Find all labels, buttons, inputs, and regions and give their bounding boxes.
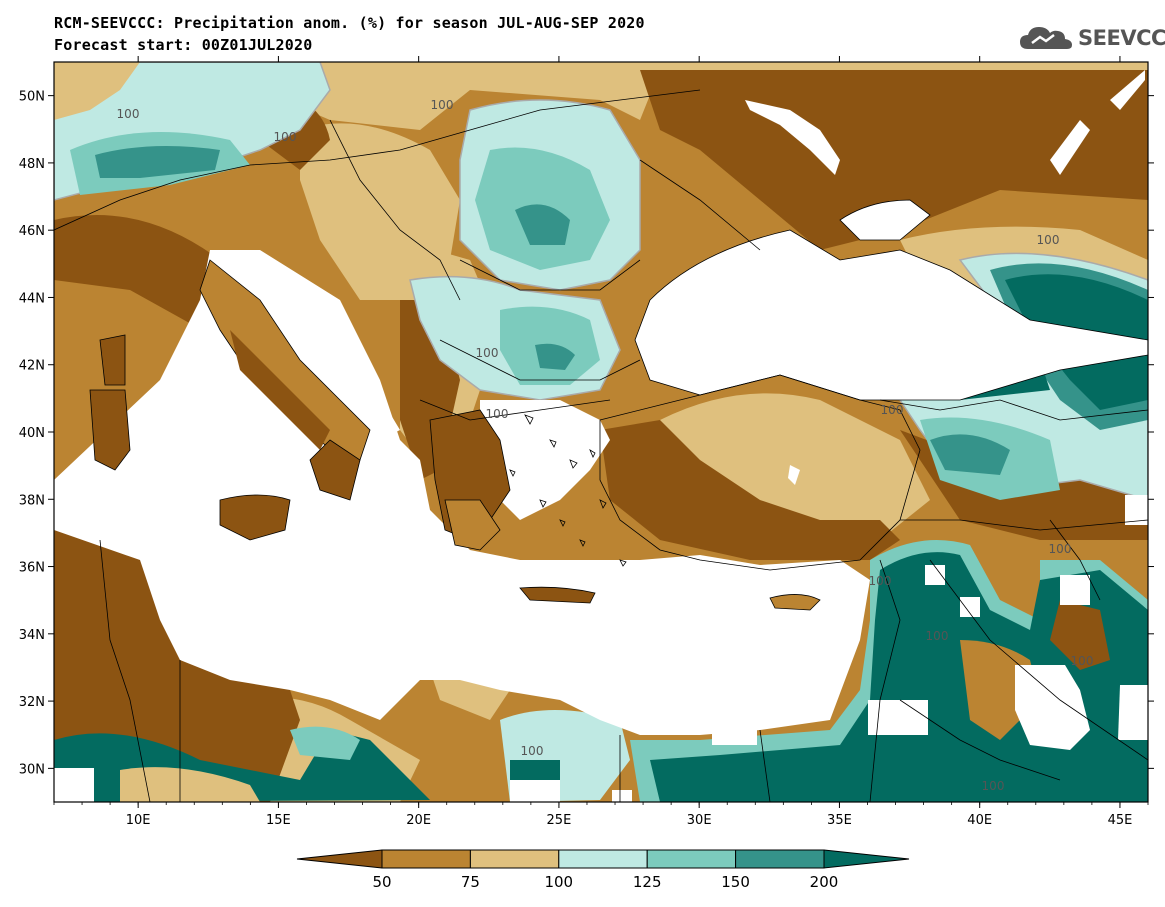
contour-label: 100 [431,98,454,112]
zone-150-200 [95,146,220,178]
seevccc-logo: SEEVCCC [1018,22,1165,54]
lat-tick-label: 34N [19,628,45,643]
forecast-start-label: Forecast start: 00Z01JUL2020 [54,36,313,54]
zone-gt200 [650,552,1148,802]
lat-tick-label: 40N [19,426,45,441]
lat-tick-label: 44N [19,291,45,306]
contour-label: 100 [926,629,949,643]
colorbar-segment [558,849,648,869]
zone-75-100 [54,62,1148,130]
contour-label: 100 [521,744,544,758]
colorbar-label: 125 [633,873,662,891]
no-data-patch [54,768,94,802]
no-data-patch [612,790,632,802]
lon-tick-label: 10E [126,813,151,828]
cloud-logo-icon [1020,27,1072,49]
corsica [99,334,126,386]
colorbar-segment [469,849,560,869]
no-data-patch [1125,495,1148,525]
contour-label: 100 [476,346,499,360]
colorbar-segment-lt50 [296,849,383,869]
lat-tick-label: 38N [19,493,45,508]
lat-tick-label: 32N [19,695,45,710]
no-data-patch [1060,575,1090,605]
zone-lt50 [230,330,330,450]
colorbar-label: 200 [810,873,839,891]
colorbar-segment [735,849,825,869]
zone-125-150 [290,726,360,760]
don-reservoir [1050,120,1090,175]
country-borders [54,89,1148,802]
lat-tick-label: 46N [19,224,45,239]
colorbar-segment-gt200 [823,849,910,869]
colorbar-label: 150 [721,873,750,891]
zone-75-100 [54,62,140,120]
no-data-patch [1118,685,1148,740]
dnieper-reservoir [745,100,840,175]
zone-150-200 [930,434,1010,475]
sicily [219,494,291,541]
logo-text: SEEVCCC [1078,26,1165,50]
cyprus [769,594,821,611]
volga-reservoir [1110,70,1145,110]
peloponnese [444,499,501,551]
sardinia [89,389,131,471]
latitude-axis: 50N 48N 46N 44N 42N 40N 38N 36N 34N 32N 30N [19,90,1154,777]
contour-label: 100 [1049,542,1072,556]
lon-tick-label: 15E [266,813,291,828]
contour-label: 100 [117,107,140,121]
lon-tick-label: 20E [406,813,431,828]
contour-label: 100 [1037,233,1060,247]
lon-tick-label: 30E [687,813,712,828]
map-title: RCM-SEEVCCC: Precipitation anom. (%) for… [54,14,645,32]
lon-tick-label: 40E [967,813,992,828]
map-area: 100 100 100 100 100 100 100 100 100 100 … [54,62,1148,802]
contour-label: 100 [274,130,297,144]
no-data-patch [960,597,980,617]
lake-tuz [788,465,800,485]
contour-label: 100 [869,574,892,588]
colorbar-segment [646,849,737,869]
lat-tick-label: 48N [19,157,45,172]
colorbar: 50 75 100 125 150 200 [296,849,910,891]
colorbar-label: 50 [372,873,391,891]
zone-150-200 [515,204,570,245]
lat-tick-label: 42N [19,359,45,374]
crimea-gap [839,199,931,241]
colorbar-segment [381,849,471,869]
colorbar-label: 75 [461,873,480,891]
zone-150-200 [535,343,575,370]
calabria [309,439,361,501]
zone-lt50 [600,420,900,560]
lon-tick-label: 45E [1108,813,1133,828]
aegean-islands [509,414,627,567]
no-data-patch [925,565,945,585]
zone-lt50 [54,530,300,802]
no-data-patch [510,780,560,802]
contour-label: 100 [486,407,509,421]
lon-tick-label: 25E [547,813,572,828]
contour-labels: 100 100 100 100 100 100 100 100 100 100 … [117,98,1094,793]
turkey-outline [599,374,921,571]
crete [519,586,596,604]
lat-tick-label: 36N [19,561,45,576]
colorbar-label: 100 [544,873,573,891]
contour-label: 100 [982,779,1005,793]
no-data-patch [1015,665,1090,750]
contour-label: 100 [881,403,904,417]
aegean-sea [480,400,610,520]
lat-tick-label: 30N [19,762,45,777]
lon-tick-label: 35E [827,813,852,828]
zone-lt50 [1050,600,1110,670]
longitude-axis: 10E 15E 20E 25E 30E 35E 40E 45E [53,56,1149,828]
contour-label: 100 [1071,654,1094,668]
lat-tick-label: 50N [19,90,45,105]
zone-75-100 [120,767,260,802]
